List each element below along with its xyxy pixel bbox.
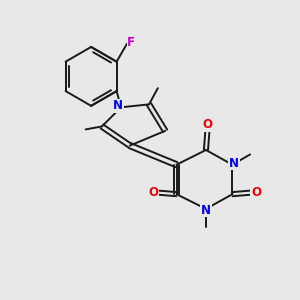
Text: O: O bbox=[202, 118, 212, 131]
Text: N: N bbox=[113, 99, 123, 112]
Text: N: N bbox=[201, 204, 211, 217]
Text: O: O bbox=[148, 186, 158, 199]
Text: N: N bbox=[229, 157, 239, 170]
Text: F: F bbox=[127, 36, 135, 49]
Text: O: O bbox=[251, 186, 261, 199]
